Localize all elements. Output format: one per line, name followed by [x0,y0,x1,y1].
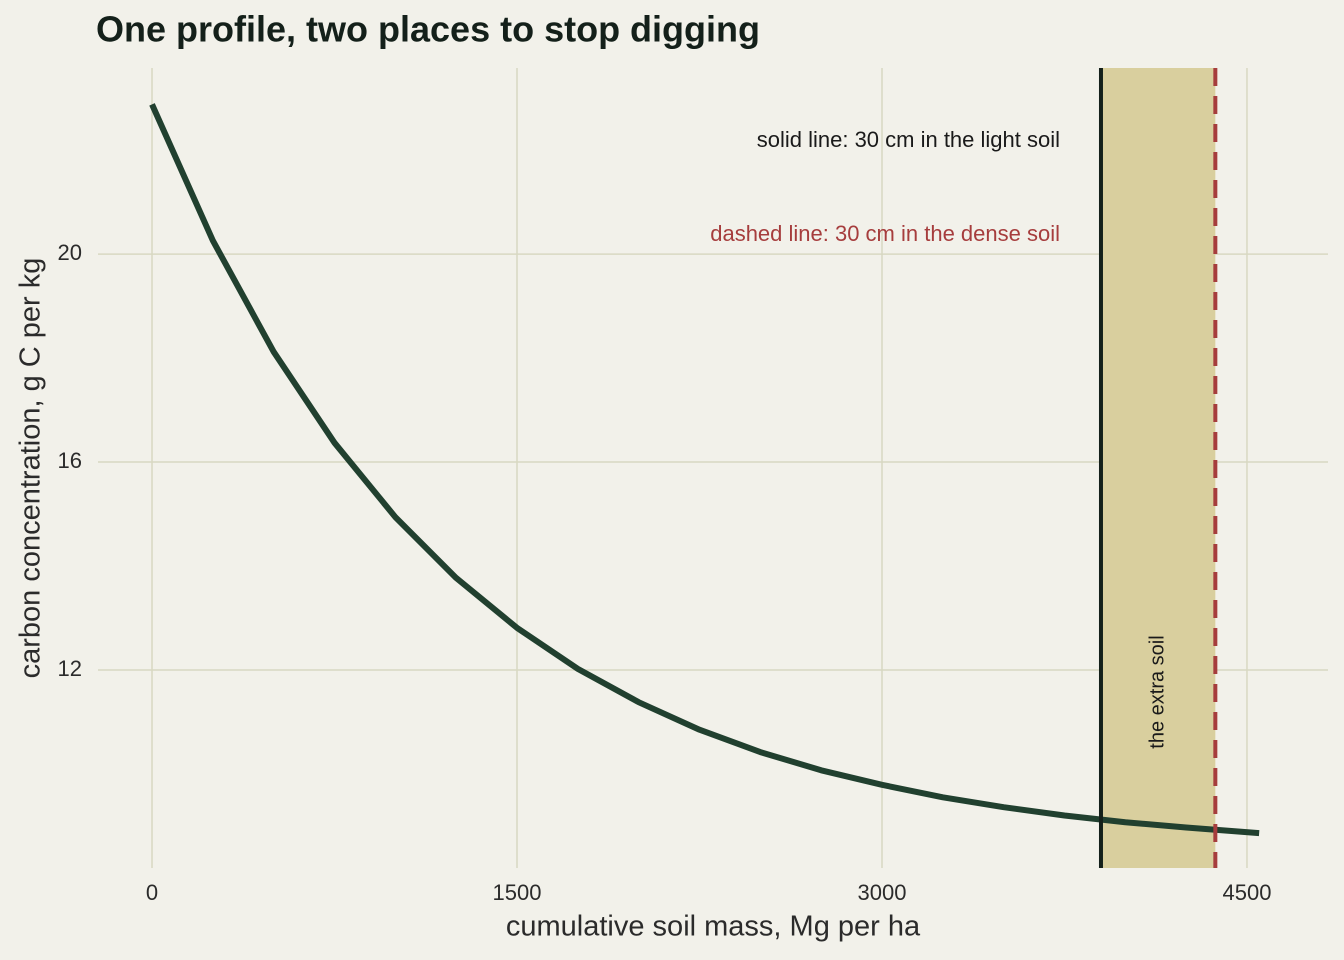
x-tick-label: 0 [146,880,158,905]
annotation: solid line: 30 cm in the light soil [757,127,1060,152]
band-label: the extra soil [1146,635,1168,748]
data-line [149,103,1260,837]
extra-soil-band [1100,68,1216,868]
chart-title: One profile, two places to stop digging [96,9,760,50]
x-tick-label: 4500 [1222,880,1271,905]
annotation: dashed line: 30 cm in the dense soil [710,221,1060,246]
x-tick-label: 3000 [858,880,907,905]
y-tick-label: 16 [58,448,82,473]
x-axis-label: cumulative soil mass, Mg per ha [506,911,921,943]
y-tick-label: 12 [58,656,82,681]
x-tick-label: 1500 [493,880,542,905]
y-axis-label: carbon concentration, g C per kg [15,258,47,679]
y-tick-label: 20 [58,240,82,265]
